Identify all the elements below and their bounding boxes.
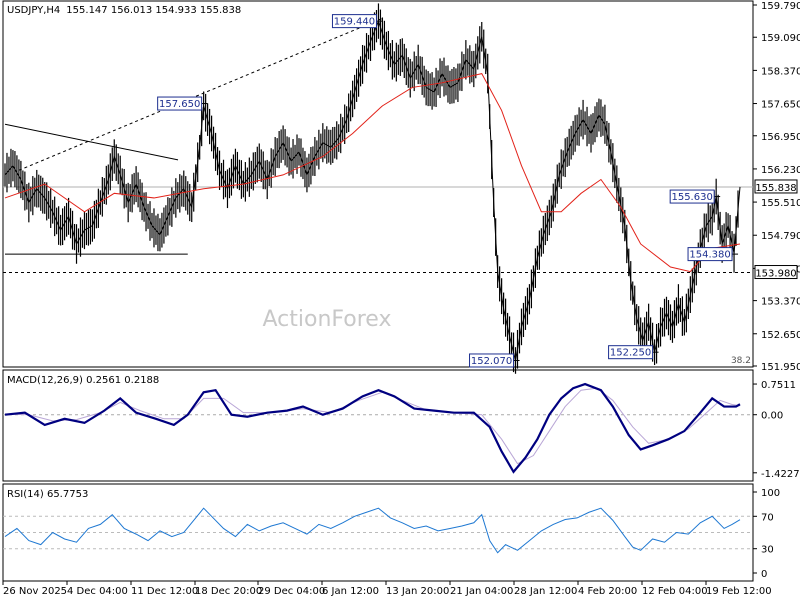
time-tick-label: 29 Dec 04:00 (258, 586, 325, 597)
rsi-tick-label: 30 (761, 545, 774, 556)
annotation-label: 152.070 (471, 356, 512, 367)
price-tick-label: 156.950 (761, 132, 800, 143)
price-tick-label: 159.090 (761, 33, 800, 44)
price-line (4, 19, 741, 361)
time-tick-label: 21 Jan 04:00 (450, 586, 513, 597)
annotation-label: 155.630 (671, 192, 712, 203)
support-price-label: 153.980 (755, 269, 796, 280)
symbol-text: USDJPY,H4 (7, 5, 60, 16)
annotation-box (687, 247, 733, 262)
macd-panel-frame (2, 369, 754, 482)
price-panel-frame (2, 0, 754, 368)
rsi-tick-label: 70 (761, 512, 774, 523)
time-tick-label: 6 Jan 12:00 (322, 586, 379, 597)
macd-panel: 0.7511 0.00 -1.4227 (3, 380, 800, 480)
time-tick-label: 18 Dec 20:00 (195, 586, 262, 597)
time-tick-label: 12 Feb 04:00 (642, 586, 708, 597)
rsi-tick-label: 100 (761, 488, 780, 499)
price-tick-label: 152.650 (761, 330, 800, 341)
moving-average-line (4, 73, 741, 273)
annotation-box (608, 345, 654, 360)
macd-tick-label: 0.7511 (761, 380, 796, 391)
price-annotations: 159.440 157.650 155.630 154.380 152.070 152.2… (157, 14, 798, 368)
price-tick-label: 151.950 (761, 362, 800, 373)
time-tick-label: 28 Jan 12:00 (514, 586, 577, 597)
annotation-label: 159.440 (334, 17, 375, 28)
annotation-label: 154.380 (689, 250, 730, 261)
rsi-label: RSI(14) 65.7753 (7, 489, 88, 500)
price-tick-label: 153.370 (761, 297, 800, 308)
current-price-label: 155.838 (755, 183, 796, 194)
macd-label: MACD(12,26,9) 0.2561 0.2188 (7, 375, 159, 386)
fib-label: 38.2 (731, 356, 751, 366)
annotation-box (157, 96, 203, 111)
symbol-label: USDJPY,H4 155.147 156.013 154.933 155.838 (7, 5, 241, 16)
rsi-line (4, 507, 741, 554)
annotation-label: 152.250 (610, 348, 651, 359)
time-tick-label: 4 Feb 20:00 (578, 586, 637, 597)
time-tick-label: 26 Nov 2025 (3, 586, 67, 597)
annotation-box (669, 189, 715, 204)
macd-line (4, 382, 741, 474)
time-tick-label: 11 Dec 12:00 (131, 586, 198, 597)
macd-tick-label: -1.4227 (761, 469, 800, 480)
price-series (4, 3, 741, 374)
annotation-box (331, 14, 377, 29)
trendline-lower (4, 123, 179, 161)
macd-tick-label: 0.00 (761, 411, 783, 422)
trendline-upper (18, 17, 383, 171)
time-tick-label: 19 Feb 12:00 (706, 586, 772, 597)
price-overlays (3, 17, 753, 274)
rsi-tick-label: 0 (761, 569, 767, 580)
macd-signal-line (4, 387, 741, 465)
price-tick-label: 154.790 (761, 231, 800, 242)
time-tick-label: 13 Jan 20:00 (386, 586, 449, 597)
ohlc-text: 155.147 156.013 154.933 155.838 (66, 5, 241, 16)
annotation-label: 157.650 (159, 99, 200, 110)
price-tick-label: 157.650 (761, 100, 800, 111)
annotation-box (469, 353, 515, 368)
watermark: ActionForex (263, 307, 392, 332)
time-tick-label: 4 Dec 04:00 (67, 586, 128, 597)
support-price-box (754, 265, 798, 280)
price-tick-label: 156.230 (761, 165, 800, 176)
price-tick-label: 155.510 (761, 198, 800, 209)
current-price-box (754, 179, 798, 194)
price-tick-label: 159.790 (761, 1, 800, 12)
price-tick-label: 158.370 (761, 66, 800, 77)
rsi-panel: 100 70 30 0 (3, 488, 780, 580)
